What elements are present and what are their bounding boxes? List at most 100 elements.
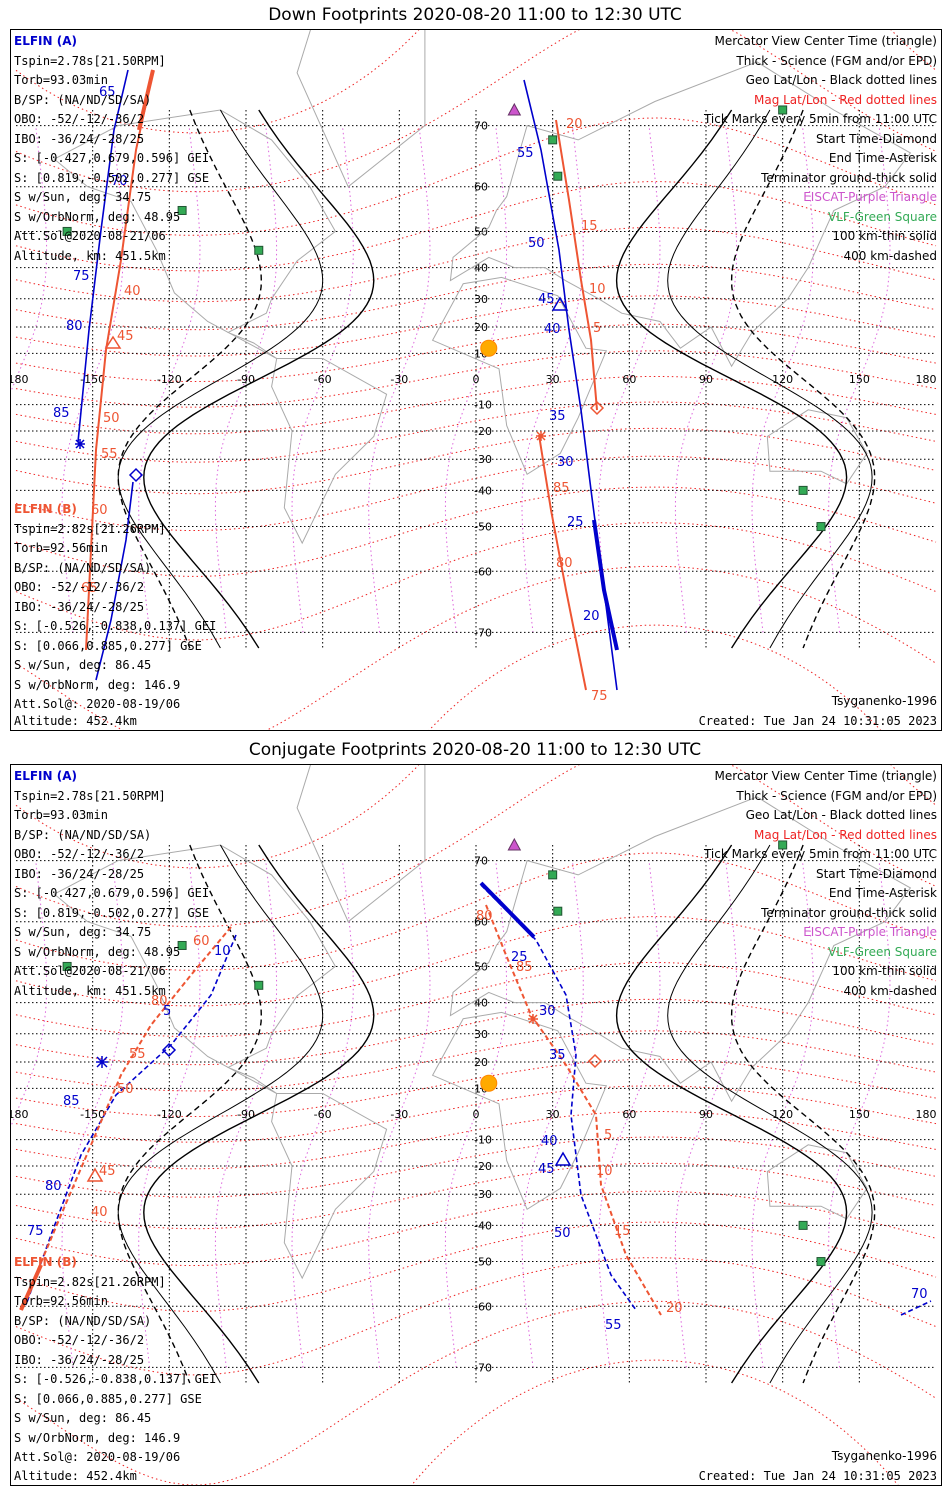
track-tick-label: 85 xyxy=(553,481,570,496)
vlf-square-icon xyxy=(254,245,264,255)
track-tick-label: 50 xyxy=(103,411,120,426)
info-line: Tspin=2.78s[21.50RPM] xyxy=(14,788,166,803)
info-line: S w/OrbNorm, deg: 48.95 xyxy=(14,944,181,959)
mag-lat-line xyxy=(15,765,937,869)
lat-label: 40 xyxy=(474,997,488,1010)
legend: Mercator View Center Time (triangle) Thic… xyxy=(704,32,937,266)
legend-entry: Mag Lat/Lon - Red dotted lines xyxy=(753,92,937,107)
legend-entry: 400 km-dashed xyxy=(843,248,937,263)
track-tick-label: 20 xyxy=(666,1301,683,1316)
track-tick-label: 55 xyxy=(605,1318,622,1333)
lon-label: 60 xyxy=(622,1108,636,1121)
terminator-line xyxy=(117,844,324,1384)
track-tick-label: 80 xyxy=(556,556,573,571)
legend-entry: Geo Lat/Lon - Black dotted lines xyxy=(745,808,937,822)
start-time-diamond-icon xyxy=(589,400,605,416)
legend-entry: EISCAT-Purple Triangle xyxy=(803,190,937,204)
elfin-b-science-track xyxy=(19,1264,43,1311)
info-line: S: [0.819,-0.502,0.277] GSE xyxy=(14,170,210,185)
mag-lat-line xyxy=(15,263,937,331)
legend-entry: Mag Lat/Lon - Red dotted lines xyxy=(753,827,937,842)
satellite-name: ELFIN (B) xyxy=(14,502,77,516)
track-tick-label: 40 xyxy=(541,1134,558,1149)
coastline xyxy=(296,765,426,923)
model-name: Tsyganenko-1996 xyxy=(831,1449,937,1463)
track-tick-label: 25 xyxy=(567,515,584,530)
vlf-square-icon xyxy=(548,870,558,880)
lat-label: -60 xyxy=(474,565,492,578)
track-tick-label: 80 xyxy=(66,319,83,334)
info-line: Att.Sol@2020-08-21/06 xyxy=(14,229,166,243)
center-time-triangle-icon xyxy=(86,1167,104,1182)
mag-lat-line xyxy=(15,1030,937,1092)
start-time-diamond-icon xyxy=(161,1042,177,1058)
track-tick-label: 55 xyxy=(101,447,118,462)
track-tick-label: 15 xyxy=(581,219,598,234)
lat-label: 30 xyxy=(474,1028,488,1041)
track-tick-label: 80 xyxy=(45,1179,62,1194)
coastline xyxy=(766,409,868,485)
terminator-line xyxy=(117,844,263,1384)
lat-label: -20 xyxy=(474,1160,492,1173)
lat-label: -30 xyxy=(474,453,492,466)
track-tick-label: 40 xyxy=(91,1205,108,1220)
track-tick-label: 55 xyxy=(517,146,534,161)
info-line: S: [-0.526,-0.838,0.137] GEI xyxy=(14,1372,217,1386)
elfin-a-info: ELFIN (A) Tspin=2.78s[21.50RPM] Torb=93.03… xyxy=(14,32,209,266)
lon-label: 150 xyxy=(849,1108,870,1121)
elfin-a-science-track xyxy=(479,881,536,939)
satellite-name: ELFIN (B) xyxy=(14,1255,77,1269)
legend-entry: Thick - Science (FGM and/or EPD) xyxy=(736,788,937,803)
mag-lat-line xyxy=(411,1359,899,1485)
lat-label: -50 xyxy=(474,1256,492,1269)
info-line: S w/OrbNorm, deg: 146.9 xyxy=(14,677,181,692)
track-tick-label: 45 xyxy=(117,329,134,344)
track-tick-label: 25 xyxy=(511,950,528,965)
lon-label: 180 xyxy=(916,373,937,386)
track-tick-label: 30 xyxy=(557,455,574,470)
track-tick-label: 75 xyxy=(73,269,90,284)
map-canvas: -180 -150 -120 -90 -60 -30 0 30 60 90 120 150 180 70 6… xyxy=(11,30,937,730)
satellite-name: ELFIN (A) xyxy=(14,34,77,48)
vlf-square-icon xyxy=(254,980,264,990)
lon-label: 120 xyxy=(772,1108,793,1121)
legend-entry: Start Time-Diamond xyxy=(815,131,937,146)
elfin-a-track xyxy=(25,934,237,1306)
track-tick-label: 65 xyxy=(81,581,98,596)
legend-entry: Mercator View Center Time (triangle) xyxy=(714,769,937,783)
info-line: Torb=93.03min xyxy=(14,73,108,87)
lon-label: -120 xyxy=(157,1108,182,1121)
elfin-b-track xyxy=(555,119,598,411)
conjugate-footprints-panel: -180 -150 -120 -90 -60 -30 0 30 60 90 120 150 180 70 6… xyxy=(10,764,942,1486)
track-tick-label: 10 xyxy=(589,282,606,297)
elfin-b-info: ELFIN (B) Tspin=2.82s[21.26RPM] Torb=92.56… xyxy=(14,1253,216,1468)
mag-lat-line xyxy=(15,765,937,928)
lon-label: -120 xyxy=(157,373,182,386)
top-panel-title: Down Footprints 2020-08-20 11:00 to 12:3… xyxy=(268,5,682,25)
info-line: Tspin=2.78s[21.50RPM] xyxy=(14,53,166,68)
elfin-b-altitude: Altitude: 452.4km xyxy=(14,1469,137,1483)
terminator-line xyxy=(730,844,876,1384)
legend-entry: 400 km-dashed xyxy=(843,983,937,998)
track-tick-label: 35 xyxy=(549,409,566,424)
eiscat-triangle-icon xyxy=(507,837,522,851)
vlf-square-icon xyxy=(816,1257,826,1267)
mag-lat-line xyxy=(15,30,937,193)
terminator-line xyxy=(117,109,324,649)
info-line: IBO: -36/24/-28/25 xyxy=(14,1352,145,1367)
info-line: S w/Sun, deg: 34.75 xyxy=(14,925,152,939)
mag-lat-line xyxy=(15,323,937,382)
lat-label: 70 xyxy=(474,855,488,868)
track-tick-label: 50 xyxy=(554,1226,571,1241)
lon-label: 90 xyxy=(699,1108,713,1121)
lon-label: 30 xyxy=(546,1108,560,1121)
coastline xyxy=(449,796,912,1103)
track-tick-label: 50 xyxy=(528,236,545,251)
track-tick-label: 45 xyxy=(99,1164,116,1179)
track-tick-label: 15 xyxy=(614,1224,631,1239)
center-time-triangle-icon xyxy=(104,335,122,349)
info-line: Torb=93.03min xyxy=(14,808,108,822)
legend-entry: EISCAT-Purple Triangle xyxy=(803,925,937,939)
vlf-square-icon xyxy=(798,485,808,495)
info-line: OBO: -52/-12/-36/2 xyxy=(14,112,145,126)
